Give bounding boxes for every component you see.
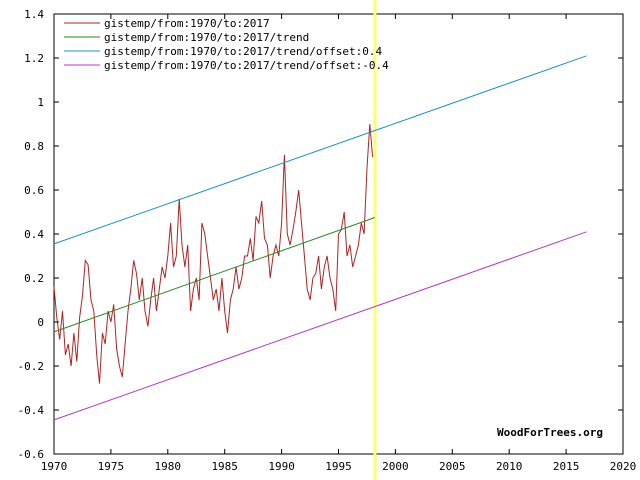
y-tick-label: 0 [37,316,44,329]
series-line-1 [53,217,376,333]
x-tick-label: 2010 [496,460,523,473]
credit-label: WoodForTrees.org [497,426,603,439]
y-tick-label: 0.8 [24,140,44,153]
series-line-3 [53,231,587,421]
legend-label-1: gistemp/from:1970/to:2017/trend [104,31,309,44]
x-tick-label: 1980 [155,460,182,473]
y-tick-label: -0.4 [18,404,45,417]
y-tick-label: -0.6 [18,448,45,461]
y-tick-label: 0.2 [24,272,44,285]
x-tick-label: 2020 [610,460,637,473]
legend: gistemp/from:1970/to:2017gistemp/from:19… [64,17,389,72]
x-tick-label: 1990 [268,460,295,473]
series-line-2 [53,55,587,245]
legend-label-0: gistemp/from:1970/to:2017 [104,17,270,30]
y-tick-label: 1.4 [24,8,44,21]
series-line-0 [53,123,374,384]
legend-label-2: gistemp/from:1970/to:2017/trend/offset:0… [104,45,383,58]
axis-layer: 1970 1975 1980 1985 1990 1995 2000 2005 2010 2015… [18,8,637,473]
x-tick-label: 1985 [211,460,238,473]
x-tick-label: 1995 [325,460,352,473]
x-tick-label: 1975 [98,460,125,473]
y-tick-label: 1 [37,96,44,109]
y-tick-label: 0.4 [24,228,44,241]
y-tick-label: 1.2 [24,52,44,65]
y-tick-label: -0.2 [18,360,45,373]
legend-label-3: gistemp/from:1970/to:2017/trend/offset:-… [104,59,389,72]
y-tick-label: 0.6 [24,184,44,197]
x-tick-label: 1970 [41,460,68,473]
x-tick-label: 2005 [439,460,466,473]
x-tick-label: 2000 [382,460,409,473]
series-layer [53,55,587,421]
x-tick-label: 2015 [553,460,580,473]
